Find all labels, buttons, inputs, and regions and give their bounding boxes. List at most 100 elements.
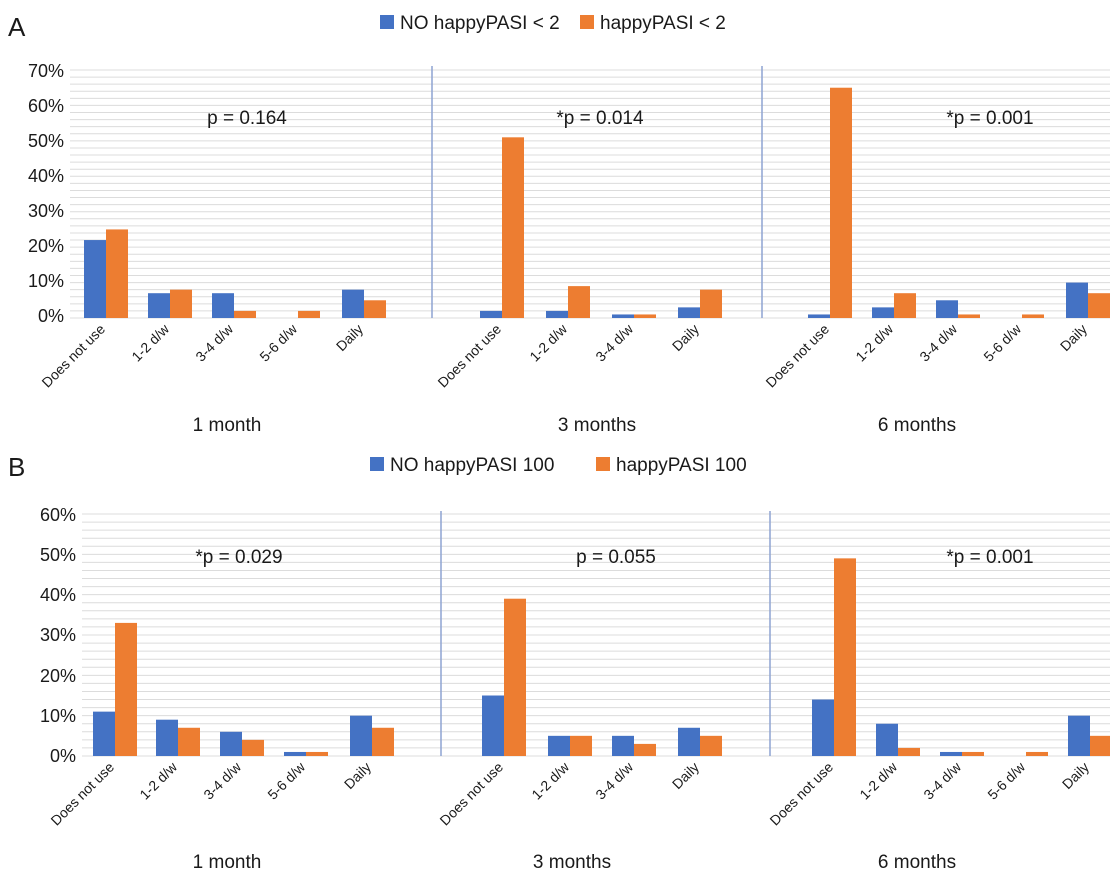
bar-a-g2-c0-s0 <box>808 314 830 318</box>
category-label-b-6m-3: 5-6 d/w <box>984 758 1028 802</box>
y-tick-a-0: 0% <box>38 306 64 326</box>
bar-b-g0-c3-s0 <box>284 751 306 756</box>
y-tick-b-20: 20% <box>40 666 76 686</box>
group-label-a-3-months: 3 months <box>558 415 636 436</box>
category-label-b-1m-4: Daily <box>341 759 374 792</box>
bar-b-g2-c3-s1 <box>1026 751 1048 756</box>
panel-a-letter: A <box>8 12 26 42</box>
panel-a-bars <box>84 87 1110 318</box>
bar-b-g1-c1-s0 <box>548 735 570 756</box>
category-label-a-6m-4: Daily <box>1057 321 1090 354</box>
legend-swatch-b-1 <box>596 457 610 471</box>
bar-b-g1-c2-s0 <box>612 735 634 756</box>
panel-a-chart: A NO happyPASI < 2 happyPASI < 2 70% 60%… <box>8 12 1110 436</box>
p-value-a-1-month: p = 0.164 <box>207 108 287 129</box>
y-tick-b-40: 40% <box>40 585 76 605</box>
bar-a-g2-c1-s0 <box>872 307 894 318</box>
panel-b-category-labels: Does not use 1-2 d/w 3-4 d/w 5-6 d/w Dai… <box>47 758 1092 828</box>
y-tick-a-50: 50% <box>28 131 64 151</box>
panel-b-y-axis: 60% 50% 40% 30% 20% 10% 0% <box>40 505 76 766</box>
bar-b-g0-c0-s0 <box>93 711 115 756</box>
category-label-a-3m-0: Does not use <box>434 321 504 391</box>
bar-b-g1-c3-s0 <box>678 727 700 756</box>
panel-b-chart: B NO happyPASI 100 happyPASI 100 60% 50%… <box>8 452 1110 873</box>
bar-a-g0-c0-s1 <box>106 229 128 318</box>
bar-a-g1-c1-s1 <box>568 286 590 318</box>
category-label-b-3m-3: Daily <box>669 759 702 792</box>
legend-swatch-a-0 <box>380 15 394 29</box>
bar-a-g0-c2-s0 <box>212 293 234 318</box>
bar-a-g2-c2-s1 <box>958 314 980 318</box>
category-label-b-3m-1: 1-2 d/w <box>528 758 572 802</box>
bar-a-g1-c2-s0 <box>612 314 634 318</box>
category-label-b-6m-1: 1-2 d/w <box>856 758 900 802</box>
bar-a-g1-c3-s0 <box>678 307 700 318</box>
bar-b-g0-c1-s0 <box>156 719 178 756</box>
y-tick-a-70: 70% <box>28 61 64 81</box>
category-label-a-1m-1: 1-2 d/w <box>128 320 172 364</box>
bar-b-g2-c2-s1 <box>962 751 984 756</box>
bar-b-g2-c1-s0 <box>876 723 898 756</box>
category-label-b-1m-3: 5-6 d/w <box>264 758 308 802</box>
bar-a-g2-c1-s1 <box>894 293 916 318</box>
bar-a-g0-c0-s0 <box>84 240 106 318</box>
category-label-a-1m-3: 5-6 d/w <box>256 320 300 364</box>
category-label-a-1m-4: Daily <box>333 321 366 354</box>
bar-a-g0-c2-s1 <box>234 310 256 318</box>
panel-b-bars <box>93 558 1110 756</box>
panel-b-legend: NO happyPASI 100 happyPASI 100 <box>370 455 747 476</box>
bar-a-g2-c4-s0 <box>1066 282 1088 318</box>
category-label-b-1m-0: Does not use <box>47 759 117 829</box>
legend-label-a-1: happyPASI < 2 <box>600 13 726 34</box>
category-label-b-6m-2: 3-4 d/w <box>920 758 964 802</box>
bar-a-g1-c3-s1 <box>700 289 722 318</box>
bar-b-g0-c0-s1 <box>115 622 137 756</box>
y-tick-b-60: 60% <box>40 505 76 525</box>
p-value-b-1-month: *p = 0.029 <box>195 547 282 568</box>
legend-swatch-b-0 <box>370 457 384 471</box>
bar-b-g0-c4-s1 <box>372 727 394 756</box>
bar-b-g0-c2-s0 <box>220 731 242 756</box>
bar-a-g1-c0-s1 <box>502 137 524 318</box>
panel-a-legend: NO happyPASI < 2 happyPASI < 2 <box>380 13 726 34</box>
category-label-a-3m-2: 3-4 d/w <box>592 320 636 364</box>
bar-b-g1-c2-s1 <box>634 743 656 756</box>
category-label-a-6m-0: Does not use <box>762 321 832 391</box>
y-tick-b-30: 30% <box>40 625 76 645</box>
bar-b-g0-c2-s1 <box>242 739 264 756</box>
y-tick-a-60: 60% <box>28 96 64 116</box>
group-label-a-1-month: 1 month <box>193 415 262 436</box>
panel-b-letter: B <box>8 452 25 482</box>
category-label-a-6m-3: 5-6 d/w <box>980 320 1024 364</box>
group-label-b-1-month: 1 month <box>193 852 262 873</box>
category-label-b-6m-0: Does not use <box>766 759 836 829</box>
p-value-b-6-months: *p = 0.001 <box>946 547 1033 568</box>
bar-b-g1-c3-s1 <box>700 735 722 756</box>
group-label-b-6-months: 6 months <box>878 852 956 873</box>
group-label-a-6-months: 6 months <box>878 415 956 436</box>
category-label-a-1m-0: Does not use <box>38 321 108 391</box>
bar-a-g2-c2-s0 <box>936 300 958 318</box>
category-label-a-6m-1: 1-2 d/w <box>852 320 896 364</box>
bar-a-g0-c4-s1 <box>364 300 386 318</box>
legend-label-b-1: happyPASI 100 <box>616 455 747 476</box>
bar-a-g0-c3-s1 <box>298 310 320 318</box>
p-value-b-3-months: p = 0.055 <box>576 547 656 568</box>
bar-b-g2-c4-s0 <box>1068 715 1090 756</box>
bar-a-g2-c4-s1 <box>1088 293 1110 318</box>
bar-b-g1-c1-s1 <box>570 735 592 756</box>
bar-b-g0-c3-s1 <box>306 751 328 756</box>
bar-a-g2-c3-s1 <box>1022 314 1044 318</box>
panel-a-category-labels: Does not use 1-2 d/w 3-4 d/w 5-6 d/w Dai… <box>38 320 1090 390</box>
group-label-b-3-months: 3 months <box>533 852 611 873</box>
category-label-b-3m-0: Does not use <box>436 759 506 829</box>
bar-b-g1-c0-s1 <box>504 598 526 756</box>
category-label-a-3m-1: 1-2 d/w <box>526 320 570 364</box>
category-label-b-1m-1: 1-2 d/w <box>136 758 180 802</box>
bar-a-g1-c0-s0 <box>480 310 502 318</box>
bar-b-g2-c0-s1 <box>834 558 856 756</box>
legend-swatch-a-1 <box>580 15 594 29</box>
category-label-a-3m-3: Daily <box>669 321 702 354</box>
p-value-a-6-months: *p = 0.001 <box>946 108 1033 129</box>
